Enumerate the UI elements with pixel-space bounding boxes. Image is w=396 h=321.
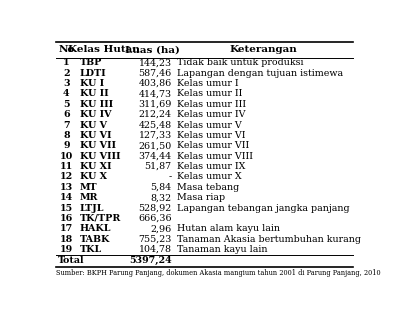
Text: MT: MT [80, 183, 97, 192]
Text: Lapangan dengan tujuan istimewa: Lapangan dengan tujuan istimewa [177, 69, 343, 78]
Text: TK/TPR: TK/TPR [80, 214, 121, 223]
Text: Tanaman Akasia bertumbuhan kurang: Tanaman Akasia bertumbuhan kurang [177, 235, 361, 244]
Text: -: - [168, 172, 171, 181]
Text: Tanaman kayu lain: Tanaman kayu lain [177, 245, 267, 254]
Text: KU VIII: KU VIII [80, 152, 120, 161]
Text: KU XI: KU XI [80, 162, 111, 171]
Text: Kelas umur III: Kelas umur III [177, 100, 246, 109]
Text: 4: 4 [63, 89, 70, 98]
Text: 16: 16 [60, 214, 73, 223]
Text: KU VII: KU VII [80, 141, 116, 150]
Text: KU V: KU V [80, 120, 107, 130]
Text: 15: 15 [60, 204, 73, 213]
Text: Tidak baik untuk produksi: Tidak baik untuk produksi [177, 58, 303, 67]
Text: KU III: KU III [80, 100, 112, 109]
Text: 311,69: 311,69 [138, 100, 171, 109]
Text: 12: 12 [60, 172, 73, 181]
Text: KU VI: KU VI [80, 131, 111, 140]
Text: 10: 10 [60, 152, 73, 161]
Text: Kelas umur IX: Kelas umur IX [177, 162, 245, 171]
Text: Kelas umur IV: Kelas umur IV [177, 110, 245, 119]
Text: Kelas umur V: Kelas umur V [177, 120, 241, 130]
Text: 374,44: 374,44 [139, 152, 171, 161]
Text: KU I: KU I [80, 79, 104, 88]
Text: 212,24: 212,24 [139, 110, 171, 119]
Text: 9: 9 [63, 141, 70, 150]
Text: 7: 7 [63, 120, 70, 130]
Text: KU X: KU X [80, 172, 107, 181]
Text: Kelas umur II: Kelas umur II [177, 89, 242, 98]
Text: 144,23: 144,23 [139, 58, 171, 67]
Text: HAKL: HAKL [80, 224, 111, 233]
Text: Total: Total [58, 256, 85, 265]
Text: Kelas umur VII: Kelas umur VII [177, 141, 249, 150]
Text: MR: MR [80, 193, 98, 202]
Text: Lapangan tebangan jangka panjang: Lapangan tebangan jangka panjang [177, 204, 349, 213]
Text: No: No [58, 45, 74, 54]
Text: 5: 5 [63, 100, 70, 109]
Text: KU II: KU II [80, 89, 108, 98]
Text: Sumber: BKPH Parung Panjang, dokumen Akasia mangium tahun 2001 di Parung Panjang: Sumber: BKPH Parung Panjang, dokumen Aka… [55, 269, 380, 277]
Text: Hutan alam kayu lain: Hutan alam kayu lain [177, 224, 280, 233]
Text: TABK: TABK [80, 235, 110, 244]
Text: Masa riap: Masa riap [177, 193, 225, 202]
Text: 261,50: 261,50 [139, 141, 171, 150]
Text: TKL: TKL [80, 245, 102, 254]
Text: Kelas Hutan: Kelas Hutan [68, 45, 139, 54]
Text: LTJL: LTJL [80, 204, 104, 213]
Text: 755,23: 755,23 [138, 235, 171, 244]
Text: 5397,24: 5397,24 [129, 256, 171, 265]
Text: 8,32: 8,32 [150, 193, 171, 202]
Text: Kelas umur X: Kelas umur X [177, 172, 241, 181]
Text: 587,46: 587,46 [139, 69, 171, 78]
Text: 17: 17 [60, 224, 73, 233]
Text: 528,92: 528,92 [139, 204, 171, 213]
Text: Keterangan: Keterangan [230, 45, 298, 54]
Text: 2: 2 [63, 69, 70, 78]
Text: 18: 18 [60, 235, 73, 244]
Text: 127,33: 127,33 [139, 131, 171, 140]
Text: 403,86: 403,86 [139, 79, 171, 88]
Text: 19: 19 [60, 245, 73, 254]
Text: Luas (ha): Luas (ha) [125, 45, 179, 54]
Text: 3: 3 [63, 79, 70, 88]
Text: 414,73: 414,73 [139, 89, 171, 98]
Text: 104,78: 104,78 [139, 245, 171, 254]
Text: 13: 13 [60, 183, 73, 192]
Text: Kelas umur I: Kelas umur I [177, 79, 238, 88]
Text: 666,36: 666,36 [138, 214, 171, 223]
Text: 14: 14 [60, 193, 73, 202]
Text: 6: 6 [63, 110, 70, 119]
Text: 8: 8 [63, 131, 70, 140]
Text: 2,96: 2,96 [150, 224, 171, 233]
Text: Kelas umur VI: Kelas umur VI [177, 131, 245, 140]
Text: Kelas umur VIII: Kelas umur VIII [177, 152, 253, 161]
Text: 11: 11 [60, 162, 73, 171]
Text: 425,48: 425,48 [139, 120, 171, 130]
Text: 1: 1 [63, 58, 70, 67]
Text: 5,84: 5,84 [150, 183, 171, 192]
Text: KU IV: KU IV [80, 110, 111, 119]
Text: TBP: TBP [80, 58, 102, 67]
Text: LDTI: LDTI [80, 69, 106, 78]
Text: 51,87: 51,87 [145, 162, 171, 171]
Text: Masa tebang: Masa tebang [177, 183, 239, 192]
